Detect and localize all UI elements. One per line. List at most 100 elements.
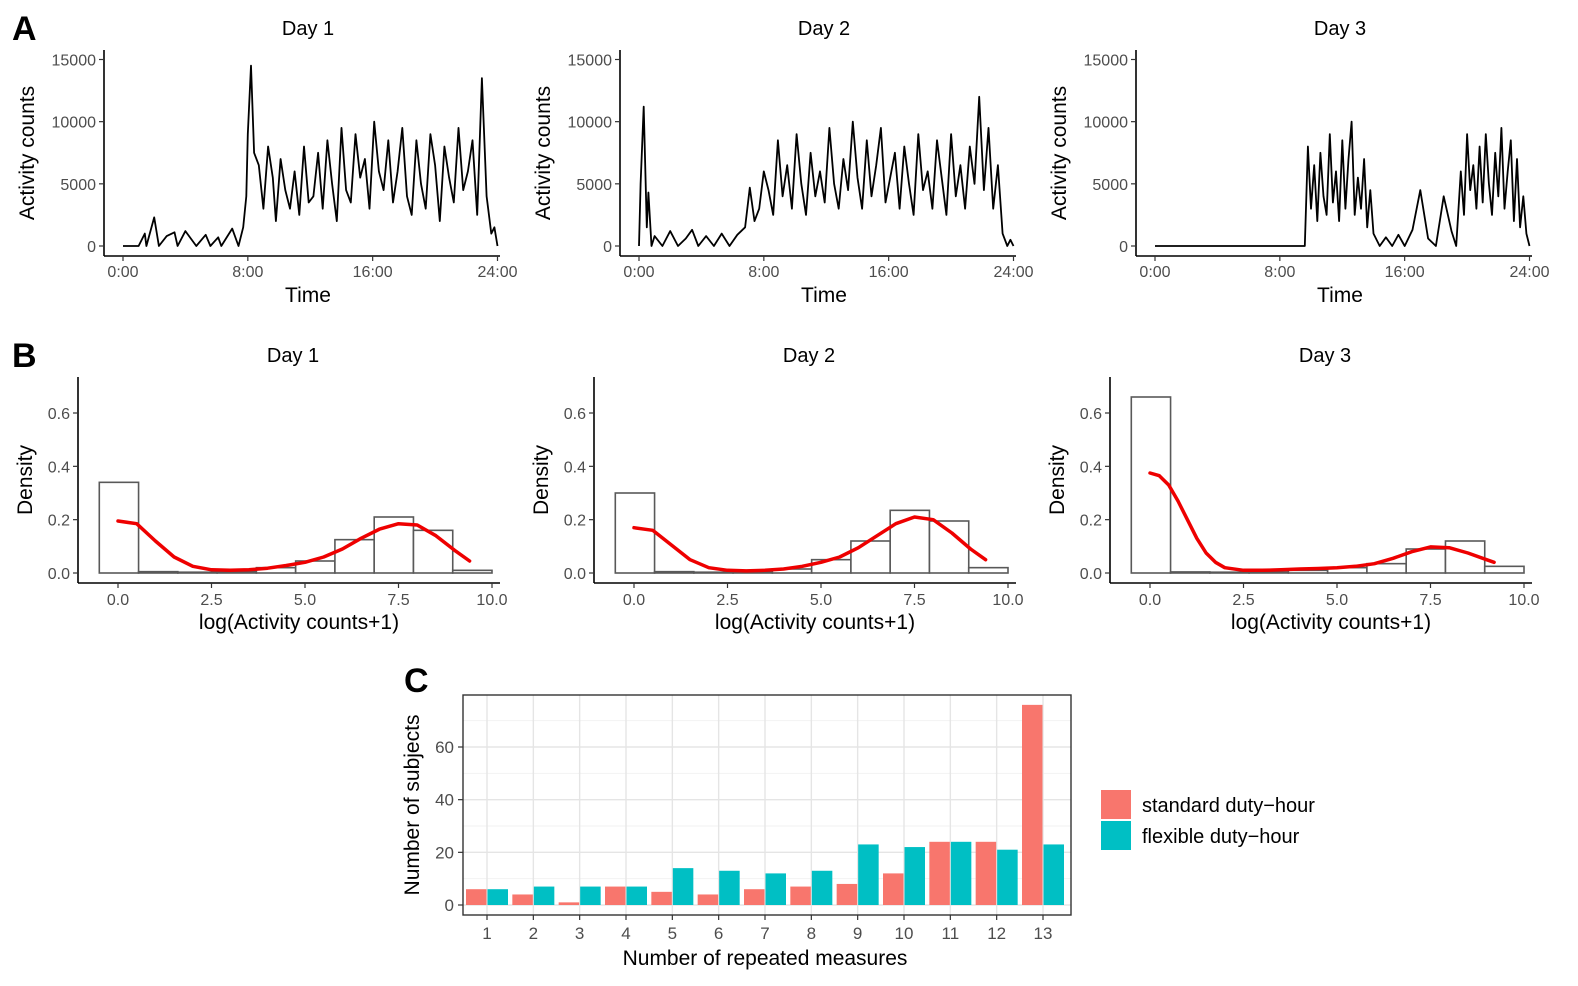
x-tick-label: 5: [668, 924, 677, 943]
activity-chart-day-1: Day 1 0 5000 10000 15000 0:00 8:00 16:00 24:00 Ti…: [16, 18, 518, 307]
activity-series-line: [638, 95, 1015, 247]
y-tick-label: 40: [435, 791, 454, 810]
x-tick-label: 2.5: [716, 592, 738, 609]
x-tick-label: 8:00: [232, 264, 263, 281]
y-tick-label: 0.2: [1080, 513, 1102, 530]
x-tick-label: 8: [807, 924, 816, 943]
standard-duty-hour-bar: [466, 889, 487, 905]
activity-chart-day-3: Day 3 0 5000 10000 15000 0:00 8:00 16:00 24:00 Ti…: [1048, 18, 1550, 307]
y-axis-title: Activity counts: [1048, 86, 1071, 220]
histogram-bar: [1130, 396, 1172, 574]
flexible-duty-hour-bar: [1043, 844, 1064, 905]
y-tick-label: 5000: [576, 177, 612, 194]
x-tick-label: 4: [621, 924, 630, 943]
x-tick-label: 2: [529, 924, 538, 943]
x-axis-title: Number of repeated measures: [623, 947, 908, 970]
x-tick-label: 2.5: [200, 592, 222, 609]
x-tick-label: 0.0: [1139, 592, 1161, 609]
x-tick-label: 9: [853, 924, 862, 943]
histogram-bar: [653, 570, 695, 574]
flexible-duty-hour-bar: [997, 849, 1018, 905]
histogram-bar: [412, 529, 454, 574]
standard-duty-hour-bar: [605, 886, 626, 905]
x-axis-title: log(Activity counts+1): [1231, 611, 1431, 634]
x-tick-label: 10.0: [476, 592, 507, 609]
flexible-duty-hour-bar: [765, 873, 786, 905]
panel-label-a: A: [12, 10, 37, 48]
standard-duty-hour-bar: [558, 902, 580, 905]
density-chart-day-3: Day 3 0.0 0.2 0.4 0.6 0.0 2.5 5.0 7.5 10.0 log(Act…: [1046, 345, 1540, 634]
flexible-duty-hour-bar: [672, 868, 694, 905]
activity-series-line: [1155, 120, 1531, 247]
y-axis-title: Number of subjects: [401, 715, 424, 896]
y-tick-label: 5000: [1092, 177, 1128, 194]
y-tick-label: 10000: [52, 115, 97, 132]
x-tick-label: 7.5: [387, 592, 409, 609]
x-tick-label: 7: [760, 924, 769, 943]
chart-title: Day 2: [783, 345, 835, 367]
chart-title: Day 1: [267, 345, 319, 367]
histogram-bar: [928, 520, 970, 574]
x-axis-title: Time: [285, 284, 331, 307]
y-tick-label: 0: [445, 896, 454, 915]
flexible-duty-hour-bar: [950, 841, 972, 905]
flexible-duty-hour-bar: [533, 886, 555, 905]
x-tick-label: 5.0: [1326, 592, 1348, 609]
histogram-bar: [98, 481, 140, 574]
x-tick-label: 5.0: [294, 592, 316, 609]
density-curve: [632, 515, 988, 573]
x-tick-label: 10.0: [992, 592, 1023, 609]
density-curve: [116, 519, 472, 573]
y-tick-label: 0: [1119, 239, 1128, 256]
x-tick-label: 0.0: [623, 592, 645, 609]
x-tick-label: 24:00: [993, 264, 1033, 281]
y-tick-label: 0.0: [564, 566, 586, 583]
y-tick-label: 15000: [52, 53, 97, 70]
y-tick-label: 10000: [1084, 115, 1129, 132]
y-tick-label: 10000: [568, 115, 613, 132]
x-tick-label: 12: [987, 924, 1006, 943]
chart-title: Day 2: [798, 18, 850, 40]
y-axis-title: Density: [14, 444, 37, 515]
panel-label-b: B: [12, 337, 37, 375]
y-tick-label: 0.6: [48, 406, 70, 423]
flexible-duty-hour-bar: [811, 870, 833, 905]
histogram-bar: [967, 566, 1009, 574]
y-tick-label: 0: [87, 239, 96, 256]
standard-duty-hour-bar: [744, 889, 765, 905]
y-tick-label: 15000: [568, 53, 613, 70]
chart-title: Day 1: [282, 18, 334, 40]
y-tick-label: 5000: [60, 177, 96, 194]
y-axis-title: Activity counts: [16, 86, 39, 220]
standard-duty-hour-bar: [836, 883, 858, 905]
flexible-duty-hour-bar: [626, 886, 647, 905]
histogram-bar: [850, 540, 891, 574]
histogram-bar: [1248, 571, 1290, 574]
x-tick-label: 0:00: [1139, 264, 1170, 281]
y-tick-label: 0.4: [1080, 459, 1102, 476]
x-tick-label: 6: [714, 924, 723, 943]
x-tick-label: 3: [575, 924, 584, 943]
y-tick-label: 20: [435, 843, 454, 862]
density-chart-day-2: Day 2 0.0 0.2 0.4 0.6 0.0 2.5 5.0 7.5 10.0 log(Act…: [530, 345, 1024, 634]
y-tick-label: 0.0: [48, 566, 70, 583]
x-tick-label: 7.5: [903, 592, 925, 609]
y-tick-label: 0.6: [564, 406, 586, 423]
legend-label: standard duty−hour: [1142, 795, 1315, 817]
x-tick-label: 16:00: [1385, 264, 1425, 281]
flexible-duty-hour-bar: [719, 870, 740, 905]
x-tick-label: 5.0: [810, 592, 832, 609]
x-tick-label: 2.5: [1232, 592, 1254, 609]
x-axis-title: log(Activity counts+1): [199, 611, 399, 634]
standard-duty-hour-bar: [697, 894, 719, 905]
y-axis-title: Density: [530, 444, 553, 515]
y-tick-label: 0.4: [48, 459, 70, 476]
x-tick-label: 24:00: [477, 264, 517, 281]
plot-border: [462, 694, 1072, 916]
density-chart-day-1: Day 1 0.0 0.2 0.4 0.6 0.0 2.5 5.0 7.5 10.0 log(Act…: [14, 345, 508, 634]
x-tick-label: 11: [942, 924, 960, 943]
flexible-duty-hour-bar: [858, 844, 879, 905]
histogram-bar: [889, 509, 931, 574]
y-tick-label: 0: [603, 239, 612, 256]
flexible-duty-hour-bar: [580, 886, 601, 905]
